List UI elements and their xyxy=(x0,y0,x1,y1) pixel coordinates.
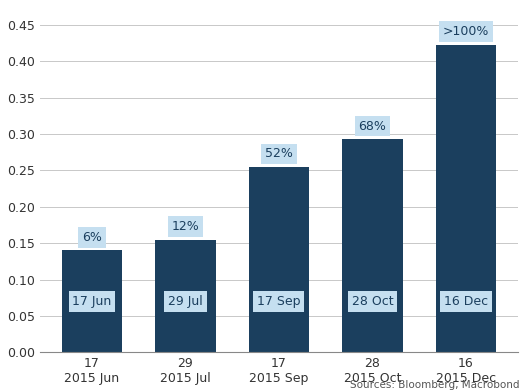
Text: 28 Oct: 28 Oct xyxy=(352,295,393,308)
Text: 68%: 68% xyxy=(359,120,386,132)
Text: 16 Dec: 16 Dec xyxy=(444,295,488,308)
Text: 52%: 52% xyxy=(265,147,293,160)
Bar xyxy=(155,240,216,352)
Bar xyxy=(248,167,309,352)
Bar xyxy=(436,45,496,352)
Bar xyxy=(61,250,122,352)
Text: 17 Jun: 17 Jun xyxy=(72,295,111,308)
Text: 12%: 12% xyxy=(172,220,200,233)
Bar xyxy=(342,139,403,352)
Text: 29 Jul: 29 Jul xyxy=(168,295,203,308)
Text: 6%: 6% xyxy=(82,231,102,244)
Text: Sources: Bloomberg, Macrobond: Sources: Bloomberg, Macrobond xyxy=(350,380,520,390)
Text: >100%: >100% xyxy=(443,25,489,38)
Text: 17 Sep: 17 Sep xyxy=(257,295,301,308)
